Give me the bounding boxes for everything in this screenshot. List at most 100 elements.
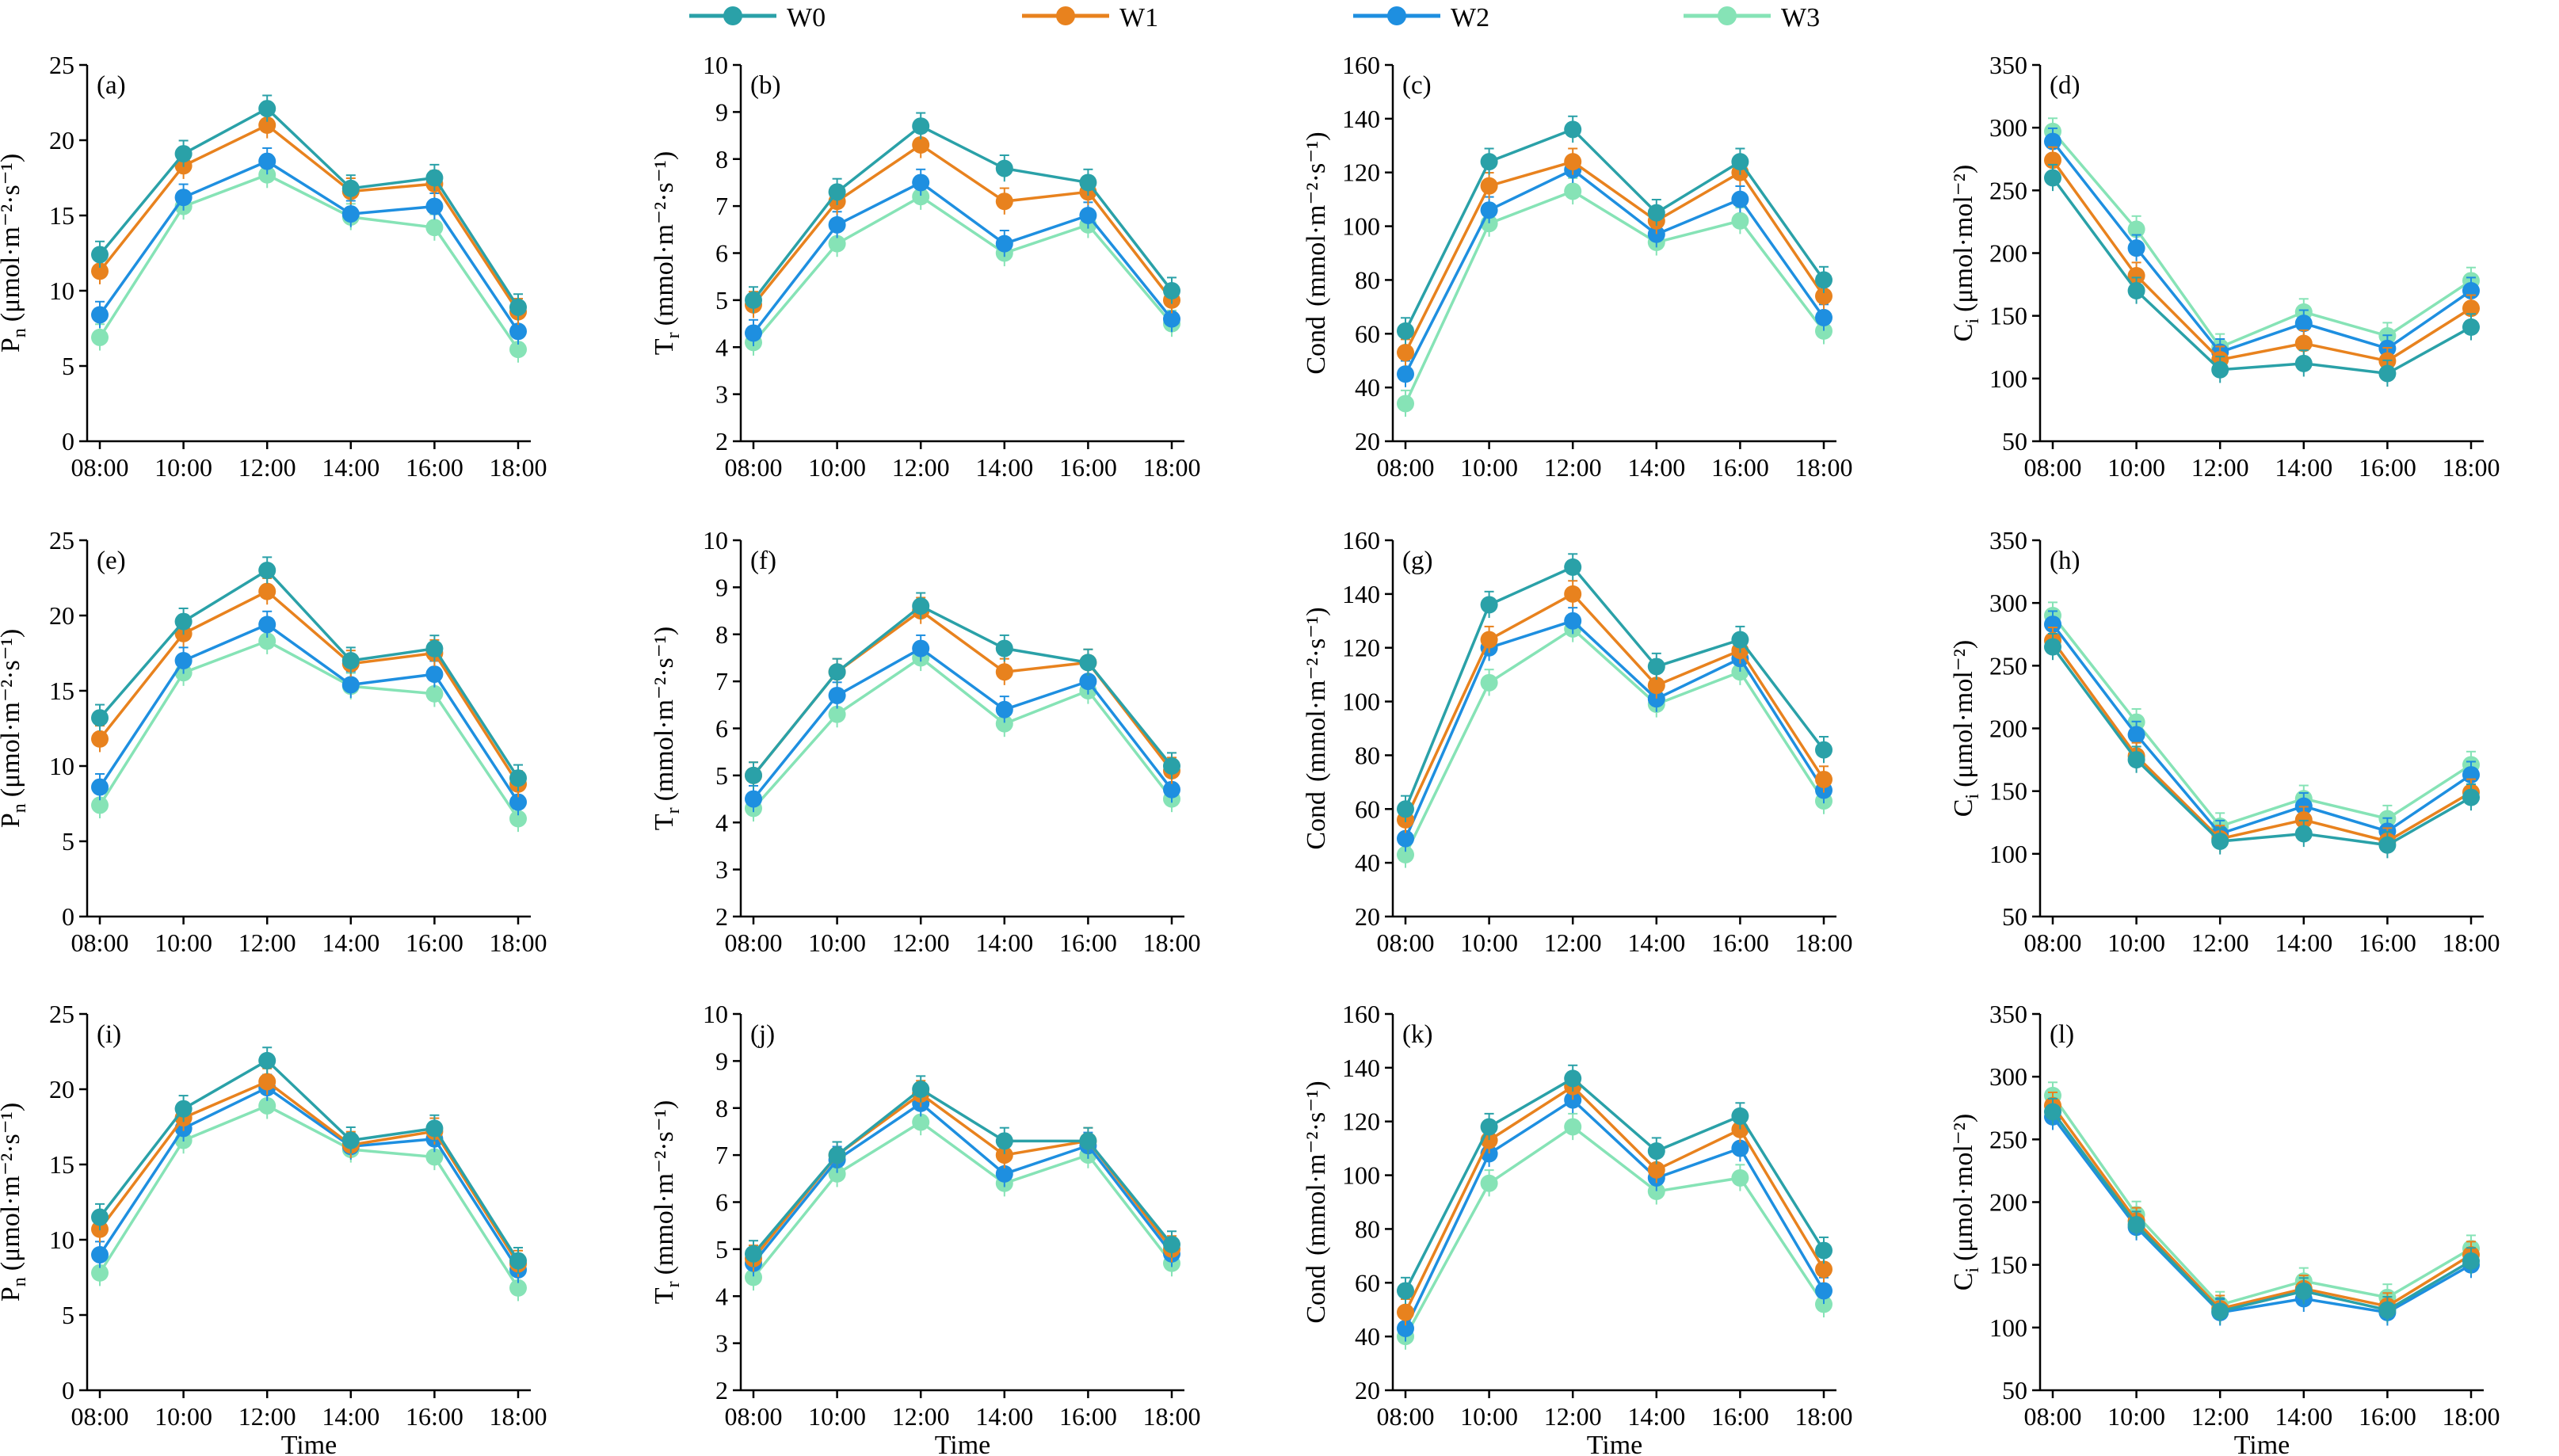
y-axis-label: Tr (mmol·m⁻²·s⁻¹) — [650, 627, 684, 830]
data-point — [258, 100, 276, 118]
data-point — [1815, 770, 1832, 788]
x-tick-label: 10:00 — [808, 1402, 866, 1431]
panel-label: (f) — [750, 547, 776, 575]
data-point — [2211, 360, 2229, 379]
data-point — [425, 639, 444, 657]
x-tick-label: 08:00 — [2024, 453, 2082, 482]
series-w0 — [1397, 115, 1832, 345]
x-tick-label: 18:00 — [490, 453, 547, 482]
y-label-unit: (mmol·m⁻²·s⁻¹) — [650, 627, 679, 802]
series-line — [2051, 177, 2472, 375]
data-point — [995, 1146, 1013, 1164]
data-point — [258, 166, 276, 184]
y-axis-label: Ci (μmol·mol⁻²) — [1949, 640, 1983, 817]
data-point — [1647, 1142, 1665, 1161]
x-tick-label: 14:00 — [975, 928, 1033, 957]
data-point — [425, 219, 444, 237]
data-point — [425, 665, 444, 684]
series-w3 — [745, 182, 1180, 356]
legend-label: W3 — [1781, 3, 1820, 32]
data-point — [1815, 287, 1832, 305]
x-tick-label: 10:00 — [1460, 928, 1518, 957]
y-tick-label: 20 — [1355, 427, 1380, 455]
y-tick-label: 10 — [49, 752, 74, 780]
data-point — [2127, 726, 2145, 744]
x-tick-label: 16:00 — [1711, 1402, 1769, 1431]
y-tick-label: 3 — [715, 856, 728, 884]
y-axis-label: Ci (μmol·mol⁻²) — [1949, 165, 1983, 341]
panel-i: 0 5 10 15 20 25 08:00 10:00 12:00 14:00 16:00 18:00… — [0, 1000, 547, 1456]
series-line — [752, 1092, 1173, 1260]
data-point — [258, 152, 276, 170]
panel-label: (k) — [1402, 1020, 1432, 1049]
data-point — [1397, 344, 1414, 362]
series-w3 — [91, 627, 527, 833]
data-point — [425, 684, 444, 703]
data-point — [2378, 1301, 2397, 1319]
data-point — [1564, 182, 1582, 200]
series-w0 — [91, 1046, 527, 1275]
data-point — [2462, 788, 2480, 806]
y-tick-label: 8 — [715, 1094, 728, 1122]
data-point — [91, 306, 109, 324]
data-point — [425, 169, 444, 187]
data-point — [745, 1268, 762, 1286]
y-tick-label: 80 — [1355, 265, 1380, 294]
data-point — [91, 1208, 109, 1226]
series-line — [752, 1120, 1173, 1279]
data-point — [912, 188, 930, 206]
x-tick-label: 18:00 — [490, 928, 547, 957]
y-tick-label: 50 — [2002, 427, 2027, 455]
y-label-sub: r — [663, 332, 684, 338]
legend-item-w2: W2 — [1353, 3, 1489, 32]
series-line — [2051, 1094, 2472, 1307]
panel-d: 50 100 150 200 250 300 350 08:00 10:00 12:00 14:00… — [1949, 51, 2500, 482]
data-point — [995, 663, 1013, 681]
y-tick-label: 10 — [49, 1225, 74, 1254]
y-label-base: Cond — [1302, 316, 1331, 375]
series-line — [2051, 1111, 2472, 1313]
x-tick-label: 12:00 — [238, 928, 296, 957]
y-tick-label: 350 — [1989, 1000, 2027, 1028]
series-line — [2051, 614, 2472, 829]
series-line — [98, 1080, 520, 1265]
data-point — [912, 135, 930, 154]
data-point — [1480, 177, 1498, 195]
panel-label: (a) — [97, 71, 126, 100]
data-point — [2127, 239, 2145, 257]
data-point — [1564, 1069, 1582, 1088]
y-tick-label: 100 — [1989, 840, 2027, 868]
series-w2 — [1397, 1085, 1832, 1342]
x-tick-label: 12:00 — [2191, 1402, 2249, 1431]
series-w2 — [91, 147, 527, 345]
data-point — [995, 234, 1013, 253]
data-point — [995, 159, 1013, 177]
y-label-unit: (μmol·mol⁻²) — [1949, 640, 1978, 787]
y-tick-label: 3 — [715, 1329, 728, 1358]
series-w2 — [745, 168, 1180, 347]
data-point — [2127, 220, 2145, 238]
y-tick-label: 250 — [1989, 176, 2027, 204]
data-point — [91, 262, 109, 280]
y-axis-label: Cond (mmol·m⁻²·s⁻¹) — [1302, 607, 1331, 849]
x-tick-label: 18:00 — [1143, 928, 1201, 957]
series-w0 — [745, 592, 1180, 789]
panel-k: 20 40 60 80 100 120 140 160 08:00 10:00 12:00 14:00… — [1302, 1000, 1852, 1456]
data-point — [828, 663, 846, 681]
x-tick-label: 18:00 — [2443, 453, 2500, 482]
data-point — [2462, 299, 2480, 318]
series-line — [1404, 619, 1825, 840]
x-tick-label: 18:00 — [2443, 928, 2500, 957]
x-tick-label: 12:00 — [238, 1402, 296, 1431]
data-point — [2044, 1103, 2061, 1121]
legend-item-w3: W3 — [1684, 3, 1820, 32]
x-tick-label: 16:00 — [406, 1402, 463, 1431]
series-w0 — [745, 1075, 1180, 1267]
series-w3 — [745, 643, 1180, 822]
data-point — [509, 1279, 527, 1297]
data-point — [745, 1244, 762, 1263]
legend-item-w1: W1 — [1022, 3, 1158, 32]
panel-a: 0 5 10 15 20 25 08:00 10:00 12:00 14:00 16:00 18:00… — [0, 51, 547, 482]
data-point — [828, 183, 846, 201]
panel-label: (d) — [2050, 71, 2080, 100]
